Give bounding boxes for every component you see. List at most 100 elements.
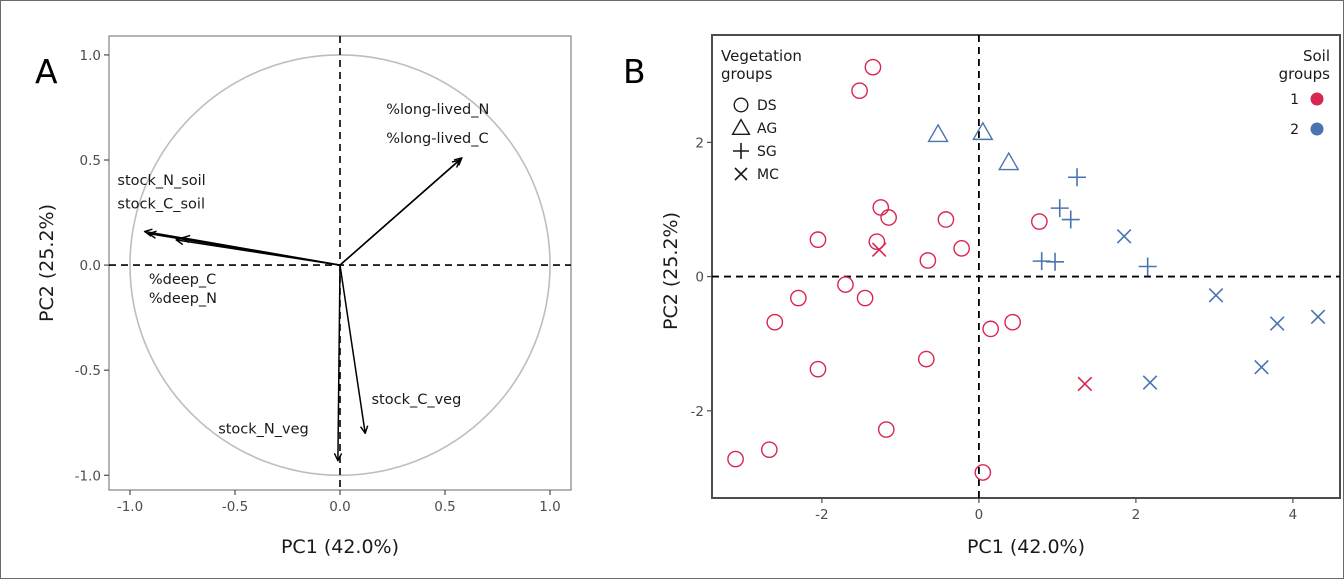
soil-legend-label-2: 2 [1290,122,1299,138]
vector-deep-n [183,238,341,266]
vegetation-legend-title-line2: groups [721,65,773,83]
panel-b-y-axis-title: PC2 (25.2%) [660,212,682,330]
point-circle-soil-1-16 [917,350,935,368]
point-plus-soil-2-32 [1138,257,1157,276]
y-tick-label-1-0: -1.0 [75,468,101,484]
point-circle-soil-1-7 [953,240,970,257]
vector-label-stock-n-soil: stock_N_soil [117,173,205,189]
panel-b: B -2 0 2 4 -2 0 2 PC1 (42.0%) PC2 (25.2%) Veg… [623,34,1341,558]
soil-legend-title-line1: Soil [1303,47,1330,65]
legend-key-circle-icon [733,97,749,113]
legend-key-cross-icon [734,167,748,181]
point-circle-soil-1-9 [1030,213,1048,230]
panel-b-x-axis-title: PC1 (42.0%) [967,536,1085,558]
point-circle-soil-1-8 [919,252,937,269]
x-tick-label-2: -2 [815,507,828,523]
y-tick-label-1-0: 1.0 [80,48,101,64]
point-plus-soil-2-31 [1046,252,1065,271]
soil-legend: Soil groups 1 2 [1279,47,1331,138]
point-circle-soil-1-6 [937,211,955,228]
x-tick-label-0-5: 0.5 [434,499,455,515]
panel-b-label: B [623,52,646,91]
y-tick-label-2: -2 [691,404,704,420]
point-plus-soil-2-29 [1061,210,1080,229]
vegetation-legend-title-line1: Vegetation [721,47,802,65]
point-circle-soil-1-5 [868,233,886,251]
point-triangle-soil-2-24 [927,123,949,143]
panel-a-vector-labels: %long-lived_N %long-lived_C stock_N_soilst… [117,102,489,437]
point-circle-soil-1-11 [856,289,874,307]
x-tick-label-1-0: -1.0 [117,499,143,515]
point-cross-soil-2-36 [1310,309,1326,325]
vector-label-long-lived-c: %long-lived_C [386,131,488,147]
point-circle-soil-1-3 [880,209,897,226]
legend-label-ds: DS [757,98,777,114]
vector-label-long-lived-n: %long-lived_N [386,102,489,118]
point-triangle-soil-2-25 [972,121,994,141]
point-cross-soil-1-22 [871,242,887,258]
point-circle-soil-1-18 [877,421,895,438]
vegetation-legend: Vegetation groups DS AG SG MC [721,47,802,183]
y-tick-label-2: 2 [695,135,704,151]
point-cross-soil-2-37 [1254,359,1269,375]
x-tick-label-0-5: -0.5 [222,499,248,515]
vector-label-deep-n: %deep_N [149,291,217,307]
vector-label-deep-c: %deep_C [149,272,216,288]
panel-a: A %long-lived_N %long-lived_C stock_N_soil… [35,35,572,558]
vector-label-stock-n-veg: stock_N_veg [218,421,309,437]
point-cross-soil-2-38 [1142,375,1158,390]
point-circle-soil-1-10 [837,276,854,293]
vector-long-lived-c [339,158,462,266]
panel-b-points [727,58,1326,481]
point-circle-soil-1-12 [789,289,807,307]
y-tick-label-0: 0 [695,270,704,286]
point-cross-soil-1-23 [1077,376,1093,392]
point-circle-soil-1-20 [727,450,744,468]
point-circle-soil-1-21 [974,464,992,481]
point-circle-soil-1-4 [809,231,827,249]
legend-key-plus-icon [733,143,749,159]
point-cross-soil-2-35 [1269,316,1285,331]
x-tick-label-4: 4 [1289,507,1298,523]
panel-a-y-ticks: -1.0 -0.5 0.0 0.5 1.0 [75,48,109,484]
point-circle-soil-1-0 [864,58,882,76]
point-triangle-soil-2-26 [998,151,1020,171]
legend-label-sg: SG [757,144,777,160]
legend-label-mc: MC [757,167,779,183]
point-circle-soil-1-15 [1004,313,1022,331]
point-circle-soil-1-14 [982,320,1000,338]
point-circle-soil-1-13 [766,313,784,331]
x-tick-label-1-0: 1.0 [539,499,560,515]
panel-a-loading-vectors [145,158,462,461]
vector-stock-c-veg [339,264,365,433]
point-plus-soil-2-28 [1050,199,1069,218]
point-cross-soil-2-34 [1208,288,1224,303]
panel-a-x-ticks: -1.0 -0.5 0.0 0.5 1.0 [117,490,561,515]
point-circle-soil-1-1 [851,82,868,100]
vector-stock-n-veg [338,265,340,460]
soil-legend-label-1: 1 [1290,92,1299,108]
legend-key-triangle-icon [731,118,751,136]
soil-legend-dot-1 [1310,92,1324,106]
legend-label-ag: AG [757,121,777,137]
x-tick-label-0: 0 [975,507,984,523]
point-circle-soil-1-19 [760,441,778,459]
point-circle-soil-1-17 [809,360,827,378]
y-tick-label-0-0: 0.0 [80,258,101,274]
panel-b-plot-border [711,34,1341,499]
soil-legend-title-line2: groups [1279,65,1331,83]
vector-label-stock-c-veg: stock_C_veg [372,392,462,408]
y-tick-label-0-5: 0.5 [80,153,101,169]
x-tick-label-2: 2 [1132,507,1141,523]
point-plus-soil-2-27 [1068,168,1087,187]
panel-a-y-axis-title: PC2 (25.2%) [36,204,58,322]
y-tick-label-0-5: -0.5 [75,363,101,379]
vector-label-stock-c-soil: stock_C_soil [117,196,205,212]
panel-b-zero-lines [712,35,1340,498]
panel-b-y-ticks: -2 0 2 [691,135,712,420]
panel-b-x-ticks: -2 0 2 4 [815,498,1297,523]
panel-a-x-axis-title: PC1 (42.0%) [281,536,399,558]
x-tick-label-0-0: 0.0 [329,499,350,515]
